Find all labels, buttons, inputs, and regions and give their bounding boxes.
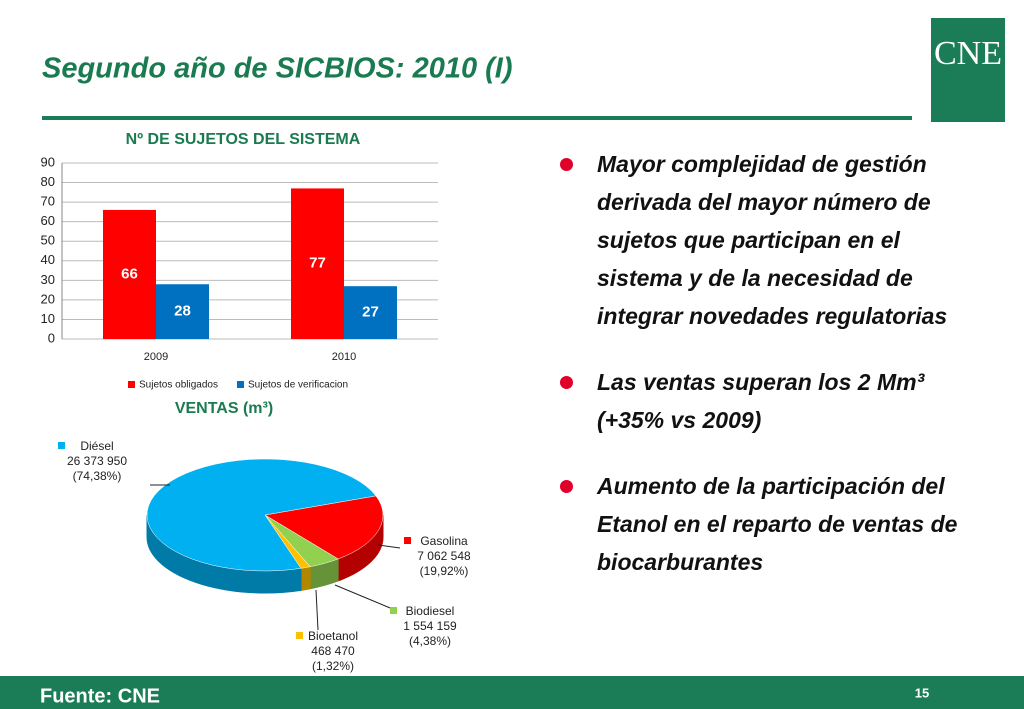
y-tick-label: 70 (41, 194, 55, 209)
bar (344, 286, 397, 339)
leader-line (377, 544, 401, 549)
page-number: 15 (915, 685, 929, 700)
x-tick-label: 2010 (332, 351, 356, 363)
y-tick-label: 40 (41, 252, 55, 267)
slice-label: Biodiesel (406, 604, 455, 618)
legend-swatch (237, 381, 244, 388)
legend-swatch (296, 632, 303, 639)
footer-bar (0, 676, 1024, 709)
logo: CNE (934, 35, 1002, 72)
y-tick-label: 80 (41, 174, 55, 189)
title-rule (42, 116, 912, 120)
slice-label: Bioetanol (308, 629, 358, 643)
y-tick-label: 30 (41, 272, 55, 287)
slice-label: 1 554 159 (403, 619, 457, 633)
slide-title: Segundo año de SICBIOS: 2010 (I) (42, 53, 513, 85)
slice-label: Diésel (80, 439, 113, 453)
bar (156, 284, 209, 339)
slice-label: (74,38%) (73, 469, 122, 483)
slice-label: 468 470 (311, 644, 355, 658)
slice-label: (1,32%) (312, 659, 354, 673)
data-label: 66 (121, 265, 138, 282)
bullet: Aumento de la participación del Etanol e… (560, 467, 985, 581)
leader-line (334, 584, 396, 611)
legend-swatch (404, 537, 411, 544)
slice-label: 26 373 950 (67, 454, 127, 468)
legend-swatch (390, 607, 397, 614)
y-tick-label: 60 (41, 213, 55, 228)
logo-box (931, 18, 1005, 122)
legend-label: Sujetos de verificacion (248, 380, 348, 391)
slice-side (300, 566, 311, 591)
bullet-text: Las ventas superan los 2 Mm³ (+35% vs 20… (597, 369, 925, 433)
chart-title: Nº DE SUJETOS DEL SISTEMA (126, 131, 361, 148)
slice-label: (4,38%) (409, 634, 451, 648)
y-tick-label: 90 (41, 154, 55, 169)
data-label: 77 (309, 255, 326, 272)
footer-source: Fuente: CNE (40, 685, 160, 707)
bullet: Las ventas superan los 2 Mm³ (+35% vs 20… (560, 363, 985, 439)
legend-swatch (128, 381, 135, 388)
bar (103, 209, 156, 339)
bullet-dot (560, 158, 573, 171)
bullet-dot (560, 480, 573, 493)
leader-line (315, 589, 319, 631)
slice-label: (19,92%) (420, 564, 469, 578)
pie-slice (264, 495, 384, 560)
x-tick-label: 2009 (144, 351, 168, 363)
slice-label: Gasolina (420, 534, 468, 548)
bullet: Mayor complejidad de gestión derivada de… (560, 145, 985, 335)
bar (291, 188, 344, 339)
bullet-text: Mayor complejidad de gestión derivada de… (597, 151, 948, 329)
slice-label: 7 062 548 (417, 549, 471, 563)
bullet-dot (560, 376, 573, 389)
data-label: 28 (174, 303, 191, 320)
pie-slice (146, 458, 377, 572)
data-label: 27 (362, 304, 379, 321)
y-tick-label: 10 (41, 311, 55, 326)
legend-label: Sujetos obligados (139, 380, 218, 391)
y-tick-label: 20 (41, 291, 55, 306)
bullet-text: Aumento de la participación del Etanol e… (597, 473, 958, 575)
y-tick-label: 50 (41, 233, 55, 248)
chart-title: VENTAS (m³) (175, 400, 273, 417)
bullet-list: Mayor complejidad de gestión derivada de… (560, 145, 985, 581)
legend-swatch (58, 442, 65, 449)
y-tick-label: 0 (48, 330, 55, 345)
